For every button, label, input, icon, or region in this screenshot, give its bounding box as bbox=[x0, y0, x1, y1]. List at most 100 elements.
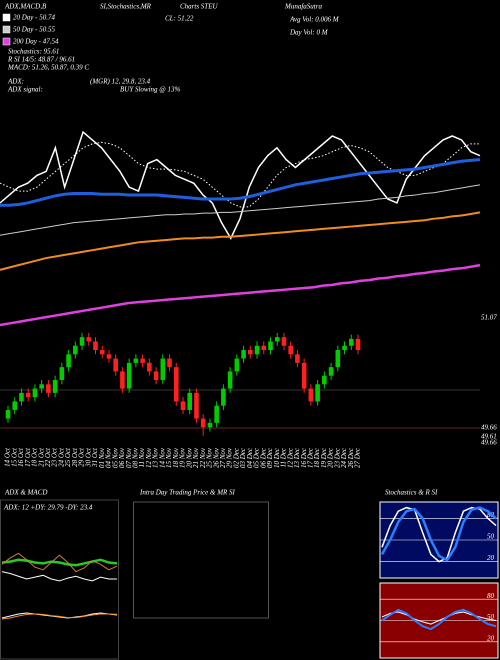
annotation: 49.66 bbox=[481, 424, 497, 432]
x-tick-label: 06 Nov bbox=[118, 447, 126, 468]
annotation: Avg Vol: 0.006 M bbox=[289, 16, 340, 24]
legend-label: 50 Day - 50.55 bbox=[13, 26, 55, 34]
candle-body bbox=[268, 341, 273, 350]
candle-body bbox=[52, 380, 58, 393]
x-tick-label: 13 Nov bbox=[152, 447, 160, 468]
x-tick-label: 14 Nov bbox=[158, 447, 166, 468]
y-tick-label: 20 bbox=[487, 554, 495, 562]
candle-body bbox=[19, 392, 24, 402]
legend-label: 200 Day - 47.54 bbox=[13, 38, 59, 46]
adx-panel bbox=[0, 499, 119, 660]
y-tick-label: 80 bbox=[487, 592, 495, 600]
y-tick-label: 50 bbox=[487, 613, 495, 621]
x-tick-label: 19 Nov bbox=[179, 447, 187, 468]
series-line bbox=[1, 613, 118, 620]
candle-body bbox=[241, 350, 246, 359]
x-tick-label: 12 Dec bbox=[286, 447, 294, 468]
candle-body bbox=[254, 345, 260, 355]
candle-body bbox=[288, 345, 293, 355]
chart-title: Stochastics & R SI bbox=[385, 489, 438, 497]
candle-body bbox=[106, 354, 112, 359]
y-tick-label: 20 bbox=[487, 634, 495, 642]
x-tick-label: 27 Dec bbox=[354, 447, 362, 468]
candle-body bbox=[274, 337, 280, 342]
x-tick-label: 11 Nov bbox=[138, 447, 146, 467]
x-tick-label: 19 Dec bbox=[320, 447, 328, 468]
candle-body bbox=[328, 367, 334, 376]
x-tick-label: 29 Oct bbox=[78, 447, 86, 467]
candle-body bbox=[281, 337, 287, 346]
candle-body bbox=[295, 354, 300, 363]
candle-body bbox=[120, 371, 125, 389]
x-tick-label: 02 Dec bbox=[232, 447, 240, 468]
annotation: MACD: 51.26, 50.87, 0.39 C bbox=[7, 64, 89, 72]
series-line bbox=[0, 130, 481, 240]
series-line bbox=[381, 608, 497, 631]
x-tick-label: 26 Dec bbox=[347, 447, 355, 468]
chart-title: ADX & MACD bbox=[4, 489, 47, 497]
x-tick-label: 28 Oct bbox=[71, 447, 79, 467]
candle-body bbox=[147, 362, 152, 372]
x-tick-label: 31 Oct bbox=[91, 447, 99, 468]
candle-body bbox=[348, 338, 354, 346]
x-tick-label: 07 Nov bbox=[125, 447, 133, 468]
series-line bbox=[0, 211, 481, 271]
x-tick-label: 22 Nov bbox=[199, 447, 207, 468]
candle-body bbox=[66, 354, 71, 368]
x-tick-label: 18 Oct bbox=[31, 447, 39, 467]
candle-body bbox=[140, 358, 145, 363]
candle-body bbox=[234, 358, 240, 372]
candle-body bbox=[99, 350, 105, 355]
candle-body bbox=[59, 367, 65, 380]
x-tick-label: 26 Nov bbox=[212, 447, 220, 468]
candle-body bbox=[261, 345, 267, 350]
x-tick-label: 14 Oct bbox=[4, 447, 12, 467]
candle-body bbox=[113, 358, 118, 372]
x-tick-label: 06 Dec bbox=[259, 447, 267, 468]
candle-body bbox=[86, 337, 92, 342]
x-tick-label: 01 Nov bbox=[98, 447, 106, 468]
x-tick-label: 03 Dec bbox=[239, 447, 247, 468]
annotation: R SI 14/5: 48.87 / 96.61 bbox=[7, 56, 75, 64]
legend-label: 20 Day - 50.74 bbox=[13, 14, 55, 22]
candle-body bbox=[25, 392, 31, 398]
candle-body bbox=[153, 371, 159, 380]
candle-body bbox=[301, 362, 307, 389]
candle-body bbox=[93, 341, 98, 350]
x-tick-label: 25 Nov bbox=[206, 447, 214, 468]
series-line bbox=[0, 184, 481, 236]
annotation: Stochastics: 95.61 bbox=[8, 48, 59, 56]
x-tick-label: 05 Nov bbox=[111, 447, 119, 468]
candle-body bbox=[46, 384, 51, 393]
candle-body bbox=[173, 367, 179, 402]
x-tick-label: 15 Nov bbox=[165, 447, 173, 468]
candle-body bbox=[315, 384, 320, 402]
annotation: MunafaSutra bbox=[284, 3, 322, 11]
x-tick-label: 09 Dec bbox=[266, 447, 274, 468]
x-tick-label: 05 Dec bbox=[253, 447, 261, 468]
candle-body bbox=[194, 392, 199, 419]
annotation: 49.61 bbox=[481, 433, 497, 441]
candle-body bbox=[126, 362, 132, 389]
x-tick-label: 15 Oct bbox=[10, 447, 18, 467]
candle-body bbox=[248, 350, 253, 355]
x-tick-label: 10 Dec bbox=[273, 447, 281, 468]
x-tick-label: 20 Dec bbox=[327, 447, 335, 468]
x-tick-label: 27 Nov bbox=[219, 447, 227, 468]
candle-body bbox=[32, 388, 38, 398]
x-tick-label: 16 Dec bbox=[300, 447, 308, 468]
series-line bbox=[1, 558, 118, 567]
candle-body bbox=[200, 418, 206, 428]
y-tick-label: 50 bbox=[487, 533, 495, 541]
candle-body bbox=[335, 350, 341, 368]
x-tick-label: 12 Nov bbox=[145, 447, 153, 468]
x-tick-label: 23 Oct bbox=[51, 447, 59, 467]
x-tick-label: 08 Nov bbox=[131, 447, 139, 468]
x-tick-label: 17 Oct bbox=[24, 447, 32, 467]
intraday-panel bbox=[133, 501, 269, 619]
chart-title: Intra Day Trading Price & MR SI bbox=[139, 489, 236, 497]
x-tick-label: 30 Oct bbox=[84, 447, 92, 468]
series-line bbox=[380, 506, 497, 562]
candle-body bbox=[207, 422, 213, 428]
x-tick-label: 24 Oct bbox=[57, 447, 65, 467]
